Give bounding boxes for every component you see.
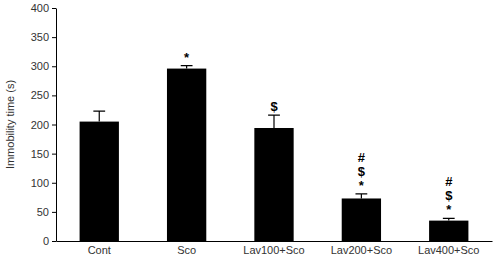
x-tick-label: Lav200+Sco [331, 244, 392, 256]
y-tick-label: 350 [31, 31, 49, 43]
bar [254, 128, 293, 241]
bar [167, 69, 206, 241]
y-axis-title: Immobility time (s) [4, 80, 16, 169]
error-bar [93, 111, 105, 121]
annotation: $ [445, 188, 453, 203]
y-axis-line [56, 9, 57, 242]
bar [429, 221, 468, 241]
bars [80, 66, 469, 241]
x-tick: Lav100+Sco [243, 241, 304, 256]
annotation: # [445, 174, 453, 189]
y-tick-label: 100 [31, 177, 49, 189]
y-axis: 0 50 100 150 200 250 300 350 400 [31, 2, 57, 247]
y-tick: 350 [31, 31, 56, 43]
error-bar [355, 194, 367, 199]
x-axis-line [57, 241, 493, 242]
y-tick: 0 [43, 235, 56, 247]
y-tick: 150 [31, 148, 56, 160]
y-tick-mark [52, 183, 56, 184]
plot: *$#$*#$*050100150200250300350400ContScoL… [31, 2, 493, 256]
y-tick: 200 [31, 119, 56, 131]
x-tick-label: Sco [177, 244, 196, 256]
y-tick-label: 250 [31, 89, 49, 101]
chart: *$#$*#$*050100150200250300350400ContScoL… [0, 0, 500, 263]
annotation: # [358, 150, 366, 165]
annotation: * [359, 178, 365, 193]
x-tick-label: Cont [88, 244, 111, 256]
error-bar [268, 115, 280, 128]
annotation: $ [358, 164, 366, 179]
y-tick: 100 [31, 177, 56, 189]
x-tick: Lav400+Sco [418, 241, 479, 256]
annotation: $ [270, 99, 278, 114]
annotations: *$#$*#$* [184, 50, 453, 218]
error-bar [443, 218, 455, 220]
y-tick: 50 [37, 206, 56, 218]
y-tick-mark [52, 95, 56, 96]
error-bar [181, 66, 193, 69]
x-tick: Cont [88, 241, 111, 256]
annotation: * [446, 202, 452, 217]
y-tick: 400 [31, 2, 56, 14]
y-tick-label: 400 [31, 2, 49, 14]
y-tick-mark [52, 212, 56, 213]
x-axis: Cont Sco Lav100+Sco Lav200+Sco Lav400+Sco [57, 241, 493, 256]
x-tick-label: Lav100+Sco [243, 244, 304, 256]
y-tick-mark [52, 125, 56, 126]
annotation: * [184, 50, 190, 65]
y-tick-label: 50 [37, 206, 49, 218]
y-tick: 300 [31, 60, 56, 72]
bar [342, 198, 381, 241]
x-tick: Lav200+Sco [331, 241, 392, 256]
y-tick-label: 150 [31, 148, 49, 160]
y-tick-label: 300 [31, 60, 49, 72]
bar [80, 122, 119, 241]
x-tick: Sco [177, 241, 196, 256]
y-tick: 250 [31, 89, 56, 101]
y-tick-label: 200 [31, 119, 49, 131]
y-tick-mark [52, 8, 56, 9]
y-tick-mark [52, 37, 56, 38]
y-tick-mark [52, 241, 56, 242]
y-tick-mark [52, 154, 56, 155]
x-tick-label: Lav400+Sco [418, 244, 479, 256]
y-tick-label: 0 [43, 235, 49, 247]
y-tick-mark [52, 66, 56, 67]
